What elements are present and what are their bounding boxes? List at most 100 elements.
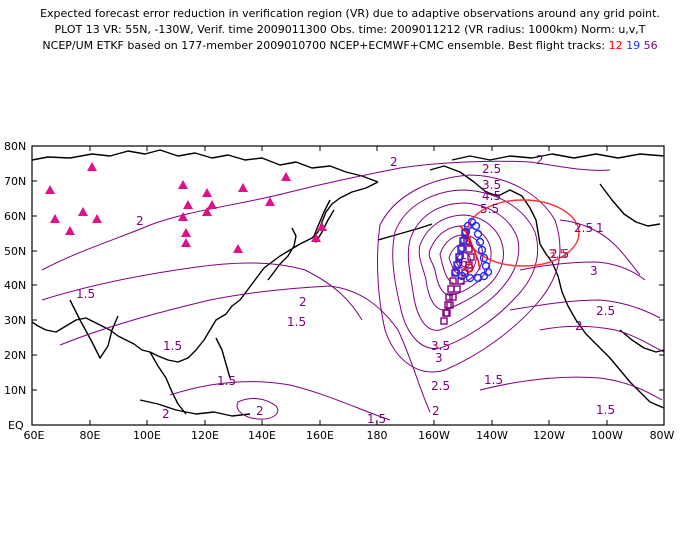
coastlines	[31, 149, 665, 417]
obs-site	[178, 212, 188, 221]
coastline-indonesia	[139, 399, 251, 417]
contour-label: 1.5	[484, 373, 503, 387]
contour-label: 2	[136, 214, 144, 228]
observation-sites	[45, 162, 327, 253]
obs-site	[311, 233, 321, 242]
contour-label: 1	[596, 221, 604, 235]
contour-label: 3	[590, 264, 598, 278]
contours	[41, 160, 665, 421]
obs-site	[202, 188, 212, 197]
contour-label: 2	[256, 404, 264, 418]
contour-label: 2	[162, 407, 170, 421]
obs-site	[207, 200, 217, 209]
contour-label: 1.5	[163, 339, 182, 353]
header-line-1: Expected forecast error reduction in ver…	[40, 7, 660, 20]
obs-site	[265, 197, 275, 206]
contour-label: 3	[435, 351, 443, 365]
lon-label-120w: 120W	[533, 429, 565, 442]
obs-site	[65, 226, 75, 235]
contour-label: 1.5	[287, 315, 306, 329]
coastline-southeast-asia	[149, 351, 187, 415]
contour-2-5-east	[509, 299, 661, 319]
obs-site	[317, 222, 327, 231]
contour-label: 3.5	[431, 339, 450, 353]
lat-ticks	[32, 145, 664, 426]
contour-label: 3.5	[482, 178, 501, 192]
contour-label: 2.5	[431, 379, 450, 393]
lon-label-100w: 100W	[591, 429, 623, 442]
flight-track-12	[459, 225, 481, 273]
lat-label-60n: 60N	[4, 210, 26, 223]
contour-label: 6	[460, 256, 468, 270]
contour-3-peak	[392, 189, 539, 349]
flight-track-56	[440, 229, 475, 325]
obs-site	[87, 162, 97, 171]
contour-label: 1.5	[76, 287, 95, 301]
lat-label-eq: EQ	[8, 419, 24, 432]
lat-label-20n: 20N	[4, 349, 26, 362]
obs-site	[233, 244, 243, 253]
vr-contour-label: 3.5	[548, 247, 567, 261]
lat-label-50n: 50N	[4, 245, 26, 258]
contour-label: 4.5	[482, 189, 501, 203]
lat-label-10n: 10N	[4, 384, 26, 397]
coastline-gulf	[619, 329, 665, 353]
contour-label: 2.5	[596, 304, 615, 318]
lon-label-140w: 140W	[476, 429, 508, 442]
lon-label-120e: 120E	[191, 429, 219, 442]
contour-2-east	[539, 325, 665, 353]
contour-2-west	[41, 160, 611, 271]
track-12-label: 12	[608, 39, 623, 52]
contour-label: 1.5	[217, 374, 236, 388]
obs-site	[92, 214, 102, 223]
contour-label: 2	[390, 155, 398, 169]
obs-site	[181, 238, 191, 247]
obs-site	[281, 172, 291, 181]
contour-label: 2.5	[574, 221, 593, 235]
contour-3-5-peak	[407, 202, 520, 331]
coastline-aleutians	[377, 223, 433, 241]
contour-4-peak	[418, 214, 504, 311]
obs-site	[78, 207, 88, 216]
contour-label: 2.5	[550, 247, 569, 261]
lat-label-40n: 40N	[4, 279, 26, 292]
contour-2-5-peak	[377, 174, 561, 373]
lon-label-140e: 140E	[248, 429, 276, 442]
lon-label-80w: 80W	[650, 429, 675, 442]
lat-label-70n: 70N	[4, 175, 26, 188]
contour-label: 2	[575, 319, 583, 333]
obs-site	[238, 183, 248, 192]
obs-site	[178, 180, 188, 189]
coastline-india	[69, 299, 119, 359]
lat-label-30n: 30N	[4, 314, 26, 327]
coastline-philippines	[215, 337, 231, 379]
contour-3-east	[519, 261, 646, 281]
contour-label: 2	[432, 404, 440, 418]
contour-label: 2.5	[482, 162, 501, 176]
lon-label-160w: 160W	[418, 429, 450, 442]
obs-site	[45, 185, 55, 194]
lon-label-80e: 80E	[80, 429, 101, 442]
contour-1-5-east	[479, 376, 663, 401]
lat-label-80n: 80N	[4, 140, 26, 153]
coastline-asia-north	[31, 149, 379, 183]
track-19-label: 19	[626, 39, 641, 52]
track-56-label: 56	[643, 39, 658, 52]
lon-label-100e: 100E	[133, 429, 161, 442]
map-frame	[31, 145, 665, 426]
coastline-hudson	[599, 183, 661, 227]
header-line-3-text: NCEP/UM ETKF based on 177-member 2009010…	[42, 39, 606, 52]
contour-label: 2	[299, 295, 307, 309]
lon-ticks	[89, 146, 608, 425]
lon-label-180: 180	[367, 429, 388, 442]
contour-label: 1.5	[596, 403, 615, 417]
contour-label: 1.5	[367, 412, 386, 426]
flight-track-19	[451, 217, 493, 283]
lon-label-160e: 160E	[306, 429, 334, 442]
contour-1-5-south	[169, 381, 391, 421]
contour-label: 2	[536, 153, 544, 167]
coastline-japan	[267, 227, 297, 281]
coastline-asia-east	[31, 181, 379, 363]
header-line-2: PLOT 13 VR: 55N, -130W, Verif. time 2009…	[54, 23, 646, 36]
